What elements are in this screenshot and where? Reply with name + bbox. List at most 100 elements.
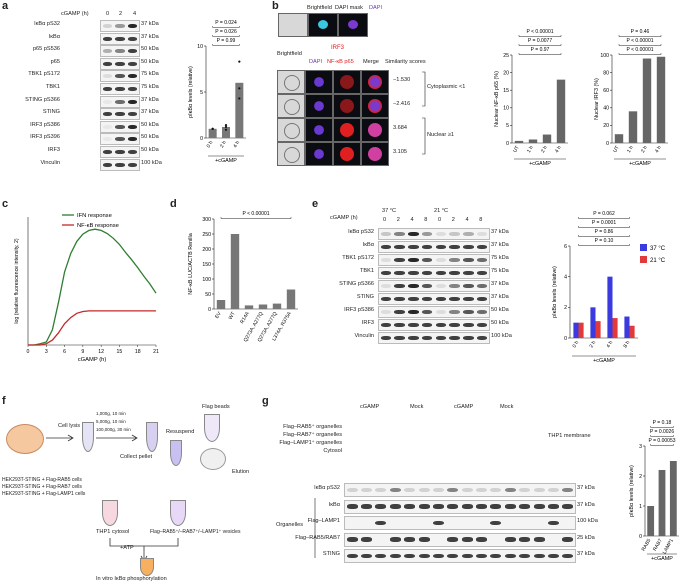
g-band xyxy=(504,504,516,509)
a-band xyxy=(102,150,113,154)
e-band xyxy=(421,232,433,236)
cell-dish-icon xyxy=(6,424,44,454)
d-chart-ytick-label: 150 xyxy=(202,262,211,268)
g-band xyxy=(562,504,574,509)
g-kda: 37 kDa xyxy=(577,551,595,557)
e-blot-strip xyxy=(378,319,490,331)
cell-blob xyxy=(340,123,354,137)
panel-label-b: b xyxy=(272,0,279,12)
g-condition-label: Flag–RAB7⁺ organelles xyxy=(283,432,342,438)
g-band xyxy=(562,553,574,559)
similarity-score: 3.105 xyxy=(393,149,407,155)
b2-chart-bar xyxy=(614,134,624,143)
d-chart-bar xyxy=(216,300,226,309)
g-band xyxy=(346,537,358,542)
e-chart-xtick-label: 8 h xyxy=(623,340,632,349)
cgamp-label: cGAMP (h) xyxy=(61,11,89,17)
a-blot-strip xyxy=(100,146,140,158)
time-2: 2 xyxy=(119,11,123,17)
b2-chart-xtick-label: 4 h xyxy=(654,145,663,154)
cell-image xyxy=(361,142,389,166)
atp-label: +ATP xyxy=(120,545,134,551)
g-band xyxy=(361,487,373,493)
g-band xyxy=(432,504,444,509)
cell-image xyxy=(333,70,361,94)
a-band xyxy=(115,99,125,104)
b2-chart-pvalue-bracket xyxy=(618,44,662,46)
g-band xyxy=(404,487,416,493)
g-band xyxy=(490,487,502,493)
e-row-label: TBK1 xyxy=(360,268,374,274)
e-band xyxy=(408,297,419,301)
a-band xyxy=(102,112,113,117)
e-chart-xtick-label: 4 h xyxy=(606,340,615,349)
b2-chart-bar xyxy=(642,58,652,143)
c-xtick-label: 6 xyxy=(63,349,66,355)
g-band xyxy=(389,487,401,493)
e-band xyxy=(463,336,474,340)
e-band xyxy=(408,284,419,288)
a-band xyxy=(102,24,113,28)
d-chart-bar xyxy=(272,303,282,309)
label-nuclear: Nuclear ≥1 xyxy=(427,132,455,138)
b1-chart-xtick-label: 1 h xyxy=(526,145,535,154)
g-band xyxy=(389,537,401,542)
e-time-label: 4 xyxy=(410,217,414,223)
a-band xyxy=(102,74,113,79)
a-band xyxy=(127,49,138,54)
a-band xyxy=(102,162,113,167)
a-row-label: STING pS366 xyxy=(25,96,60,103)
a-kda: 37 kDa xyxy=(141,96,159,103)
cell-image xyxy=(361,70,389,94)
e-chart-pvalue-bracket xyxy=(578,217,630,219)
g-band xyxy=(533,487,545,493)
e-chart-xlabel: +cGAMP xyxy=(593,358,615,364)
e-kda: 50 kDa xyxy=(491,320,509,326)
a-chart-bar xyxy=(235,82,244,138)
e-band xyxy=(463,232,474,236)
e-cgamp-label: cGAMP (h) xyxy=(330,215,358,221)
reaction-tube-icon xyxy=(140,558,154,576)
d-chart-ytick-label: 250 xyxy=(202,232,211,238)
a-band xyxy=(115,112,125,117)
panel-b-images: Brightfield DAPI mask DAPI IRF3 Brightfi… xyxy=(275,0,485,180)
e-chart-bar xyxy=(629,325,635,338)
g-band xyxy=(346,487,358,493)
e-band xyxy=(435,258,447,262)
e-blot-strip xyxy=(378,306,490,318)
b1-chart-ytick-label: 10 xyxy=(503,106,509,112)
e-row-label: IκBα pS32 xyxy=(348,229,374,235)
a-kda: 37 kDa xyxy=(141,33,159,40)
cell-image xyxy=(277,94,305,118)
panel-b-chart-nfkb: 0 5 10 15 20 25 UT 1 h 2 h 4 h Nuclear NF-κB p65 (… xyxy=(494,29,568,167)
g-band xyxy=(389,553,401,559)
label-irf3: IRF3 xyxy=(331,45,345,51)
e-band xyxy=(408,271,419,275)
b1-chart-ytick-label: 0 xyxy=(506,141,509,147)
d-chart-bar xyxy=(230,234,240,309)
label-col-brightfield: Brightfield xyxy=(277,51,302,57)
thp1-tube-icon xyxy=(102,500,118,526)
c-xtick-label: 9 xyxy=(81,349,84,355)
arrow-spin-icon xyxy=(96,434,138,442)
a-band xyxy=(102,99,113,104)
e-band xyxy=(394,297,405,301)
e-temp-21: 21 °C xyxy=(434,208,449,214)
top-dapi-image xyxy=(338,13,368,37)
g-band xyxy=(504,487,516,493)
g-kda: 37 kDa xyxy=(577,485,595,491)
d-chart-ylabel: NF-κB LUC/ACTB Renilla xyxy=(188,233,194,294)
e-chart-pvalue: P = 0.10 xyxy=(595,238,614,244)
panel-e-chart: 0 2 4 6 0 h 2 h 4 h 8 h pIκBα levels (relative) +… xyxy=(552,211,666,364)
panel-a-chart: 0 5 10 0 h 2 h 4 h pIκBα levels (relative) +cGA… xyxy=(188,20,246,164)
e-chart-pvalue: P = 0.0001 xyxy=(592,220,616,226)
e-chart-pvalue: P = 0.062 xyxy=(593,211,615,217)
a-kda: 100 kDa xyxy=(141,159,162,166)
similarity-score: −2.416 xyxy=(393,101,411,107)
g-band xyxy=(490,520,502,526)
g-blot-strip xyxy=(344,483,576,497)
g-band xyxy=(418,487,430,493)
e-band xyxy=(449,245,460,249)
time-4: 4 xyxy=(133,11,137,17)
e-time-label: 8 xyxy=(479,217,483,223)
